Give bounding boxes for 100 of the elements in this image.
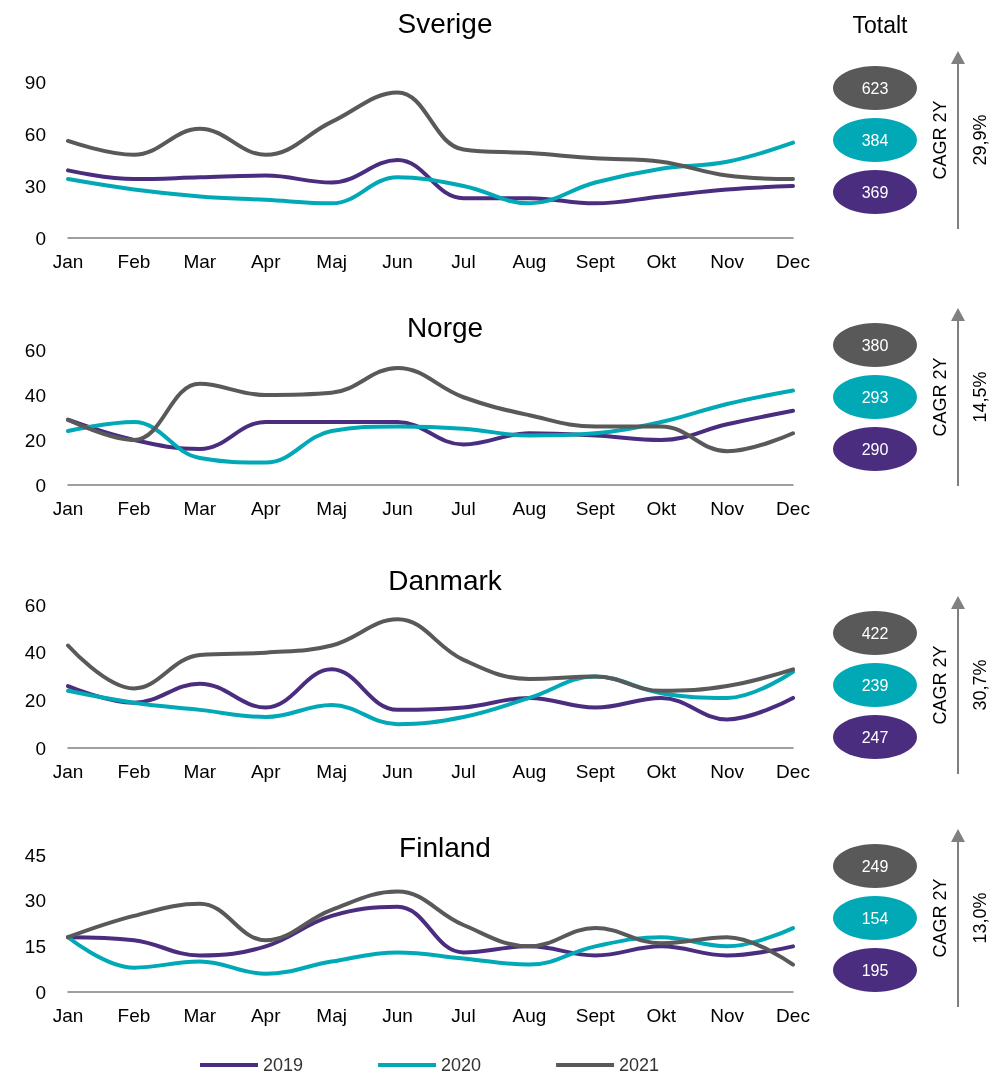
chart-title: Finland (399, 831, 491, 863)
x-tick-label: Nov (710, 761, 745, 782)
x-tick-label: Jul (451, 498, 476, 519)
y-tick-label: 30 (24, 175, 46, 197)
x-tick-label: Apr (250, 251, 282, 272)
data-label: 239 (861, 676, 889, 694)
x-tick-label: Jun (382, 251, 413, 272)
x-tick-label: Mar (183, 761, 217, 782)
data-label: 195 (861, 961, 889, 979)
x-tick-label: Aug (512, 251, 547, 272)
text: CAGR 2Y (930, 878, 950, 958)
x-tick-label: Aug (512, 1005, 547, 1026)
data-label: 380 (861, 336, 889, 354)
x-tick-label: Maj (316, 498, 347, 519)
chart-title: Sverige (397, 7, 493, 39)
x-tick-label: Jun (382, 498, 413, 519)
data-label: 369 (861, 183, 889, 201)
line-series (66, 366, 795, 454)
y-tick-label: 40 (24, 384, 46, 406)
x-tick-label: Dec (776, 761, 810, 782)
x-tick-label: Nov (710, 1005, 745, 1026)
x-tick-label: Mar (183, 251, 217, 272)
y-tick-label: 90 (24, 71, 46, 93)
text: Totalt (852, 11, 909, 38)
chart-title: Danmark (388, 564, 503, 596)
text: 13,0% (970, 892, 990, 944)
line-series (66, 388, 795, 465)
x-tick-label: Mar (183, 1005, 217, 1026)
x-tick-label: Feb (117, 498, 151, 519)
legend-label: 2020 (441, 1055, 482, 1075)
line-series (66, 926, 795, 976)
text: CAGR 2Y (930, 645, 950, 725)
line-series (66, 889, 795, 967)
x-tick-label: Dec (776, 1005, 810, 1026)
y-tick-label: 0 (35, 474, 46, 496)
x-tick-label: Jun (382, 1005, 413, 1026)
y-tick-label: 60 (24, 594, 46, 616)
x-tick-label: Sept (575, 761, 616, 782)
x-tick-label: Maj (316, 761, 347, 782)
text: CAGR 2Y (930, 357, 950, 437)
x-tick-label: Maj (316, 251, 347, 272)
text: 30,7% (970, 659, 990, 711)
text: 29,9% (970, 114, 990, 166)
data-label: 290 (861, 440, 889, 458)
x-tick-label: Nov (710, 251, 745, 272)
line-series (66, 617, 795, 693)
data-label: 247 (861, 728, 889, 746)
y-tick-label: 0 (35, 227, 46, 249)
y-tick-label: 20 (24, 429, 46, 451)
data-label: 154 (861, 909, 889, 927)
x-tick-label: Dec (776, 251, 810, 272)
line-series (66, 158, 795, 206)
x-tick-label: Okt (646, 1005, 677, 1026)
x-tick-label: Feb (117, 251, 151, 272)
x-tick-label: Feb (117, 1005, 151, 1026)
data-label: 422 (861, 624, 889, 642)
x-tick-label: Jan (52, 498, 84, 519)
y-tick-label: 0 (35, 981, 46, 1003)
x-tick-label: Aug (512, 761, 547, 782)
x-tick-label: Jan (52, 1005, 84, 1026)
y-tick-label: 30 (24, 890, 46, 912)
data-label: 623 (861, 79, 889, 97)
x-tick-label: Jun (382, 761, 413, 782)
data-label: 293 (861, 388, 889, 406)
x-tick-label: Apr (250, 498, 282, 519)
x-tick-label: Aug (512, 498, 547, 519)
x-tick-label: Okt (646, 251, 677, 272)
x-tick-label: Sept (575, 1005, 616, 1026)
chart-title: Norge (406, 311, 484, 343)
x-tick-label: Jan (52, 761, 84, 782)
x-tick-label: Jul (451, 1005, 476, 1026)
x-tick-label: Nov (710, 498, 745, 519)
x-tick-label: Mar (183, 498, 217, 519)
x-tick-label: Feb (117, 761, 151, 782)
legend-label: 2021 (619, 1055, 660, 1075)
x-tick-label: Okt (646, 498, 677, 519)
line-series (66, 140, 795, 206)
x-tick-label: Apr (250, 761, 282, 782)
x-tick-label: Sept (575, 498, 616, 519)
x-tick-label: Apr (250, 1005, 282, 1026)
text: 14,5% (970, 371, 990, 423)
x-tick-label: Sept (575, 251, 616, 272)
data-label: 249 (861, 857, 889, 875)
data-label: 384 (861, 131, 889, 149)
y-tick-label: 45 (24, 844, 46, 866)
x-tick-label: Maj (316, 1005, 347, 1026)
x-tick-label: Jan (52, 251, 84, 272)
x-tick-label: Jul (451, 251, 476, 272)
x-tick-label: Dec (776, 498, 810, 519)
y-tick-label: 15 (24, 935, 46, 957)
y-tick-label: 60 (24, 123, 46, 145)
legend-label: 2019 (263, 1055, 304, 1075)
line-series (66, 90, 795, 182)
x-tick-label: Jul (451, 761, 476, 782)
y-tick-label: 60 (24, 339, 46, 361)
y-tick-label: 20 (24, 689, 46, 711)
y-tick-label: 40 (24, 642, 46, 664)
x-tick-label: Okt (646, 761, 677, 782)
y-tick-label: 0 (35, 737, 46, 759)
text: CAGR 2Y (930, 100, 950, 180)
